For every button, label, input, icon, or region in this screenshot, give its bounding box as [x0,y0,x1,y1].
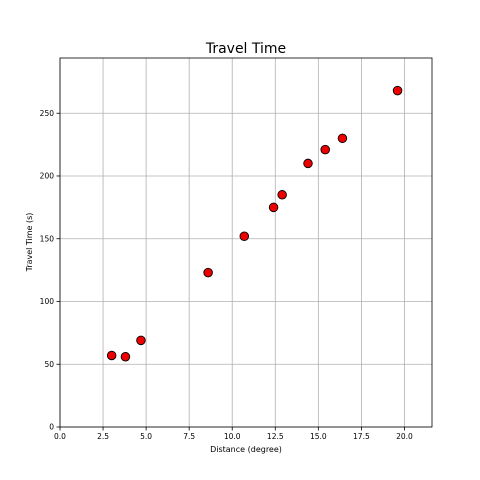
x-tick-label: 7.5 [183,432,195,441]
data-point [277,190,287,200]
y-tick-label: 100 [40,297,55,306]
data-point [392,85,403,96]
data-point [303,158,313,169]
x-tick-label: 2.5 [97,432,109,441]
x-tick-label: 15.0 [310,432,327,441]
plot-frame [59,57,433,428]
data-point [337,133,348,144]
grid-lines [59,58,432,428]
x-tick-label: 20.0 [396,432,413,441]
axis-ticks: 0.0 2.5 5.0 7.5 10.0 12.5 15.0 17.5 20.0 0 50 100 15… [40,109,413,441]
y-tick-label: 200 [40,172,55,181]
x-tick-label: 12.5 [267,432,284,441]
x-tick-label: 17.5 [353,432,370,441]
x-tick-label: 5.0 [140,432,152,441]
x-tick-label: 10.0 [224,432,241,441]
y-tick-label: 50 [44,360,54,369]
data-points [106,85,403,362]
x-axis-label: Distance (degree) [210,445,282,454]
data-point [320,144,330,155]
y-tick-label: 0 [49,423,54,432]
x-tick-label: 0.0 [54,432,66,441]
chart-title: Travel Time [205,41,286,57]
data-point [203,267,213,278]
data-point [239,231,250,241]
y-tick-label: 150 [40,234,55,243]
data-point [120,351,131,362]
data-point [106,350,117,361]
data-point [136,335,146,346]
y-tick-label: 250 [40,109,55,118]
data-point [268,202,279,213]
y-axis-label: Travel Time (s) [25,213,34,273]
